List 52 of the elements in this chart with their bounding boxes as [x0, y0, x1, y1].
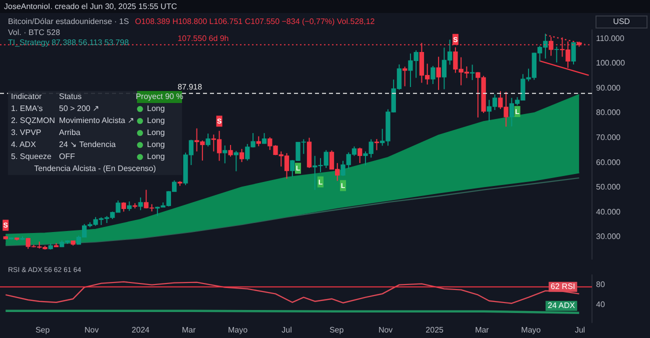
- ref-line-label: 107.550 6d 9h: [178, 34, 229, 43]
- x-tick-label: Mayo: [228, 325, 248, 334]
- annotation: Long: [147, 115, 165, 127]
- y-tick-label: 80.000: [596, 108, 622, 118]
- y-tick-label: 30.000: [596, 232, 622, 242]
- annotation: 24 ↘ Tendencia: [59, 139, 117, 151]
- annotation: TI_Strategy 87.388 56.113 53.798: [8, 38, 129, 47]
- annotation: 3. VPVP: [10, 127, 42, 139]
- annotation: 1. EMA's: [10, 103, 44, 115]
- x-tick-label: 2025: [426, 325, 444, 334]
- annotation: Long: [147, 139, 165, 151]
- chart-subtitle: O108.389 H108.800 L106.751 C107.550 −834 (−0,77%) Vol.528,12: [134, 17, 375, 26]
- x-tick-label: Mar: [182, 325, 196, 334]
- x-tick-label: Mayo: [521, 325, 542, 334]
- x-tick-label: 2024: [132, 325, 150, 334]
- y-tick-label: 100.000: [596, 58, 626, 68]
- annotation: 4. ADX: [10, 139, 37, 151]
- y-tick-label: 70.000: [596, 132, 622, 142]
- annotation: Proyect 90 %: [136, 91, 184, 103]
- chart-title: Bitcoin/Dólar estadounidense · 1S: [8, 17, 129, 26]
- x-tick-label: Nov: [378, 325, 393, 334]
- annotation: Long: [147, 151, 165, 163]
- annotation: Long: [147, 103, 165, 115]
- y-tick-label: 50.000: [596, 182, 622, 192]
- annotation: Indicator: [10, 91, 43, 103]
- text: 62 RSI: [550, 282, 576, 292]
- x-tick-label: Sep: [35, 325, 50, 334]
- y-tick-label: 40.000: [596, 207, 622, 216]
- ref-line-label: 87.918: [178, 82, 203, 92]
- y-tick-label: 80: [596, 280, 606, 290]
- annotation: Arriba: [59, 127, 82, 139]
- annotation: Long: [147, 127, 165, 139]
- y-axis-title: USD: [613, 17, 630, 26]
- annotation: Movimiento Alcista ↗: [59, 115, 136, 127]
- x-tick-label: Mar: [475, 325, 490, 334]
- annotation: Tendencia Alcista - (En Descenso): [33, 163, 157, 175]
- annotation: 2. SQZMON: [10, 115, 56, 127]
- annotation: 50 > 200 ↗: [59, 103, 101, 115]
- annotation: 5. Squeeze: [10, 151, 52, 163]
- x-tick-label: Sep: [329, 325, 344, 334]
- y-tick-label: 60.000: [596, 158, 622, 167]
- text: 24 ADX: [548, 301, 575, 310]
- text: JoseAntonioI. creado el Jun 30, 2025 15:55 UTC: [0, 0, 650, 13]
- y-tick-label: 110.000: [596, 34, 625, 43]
- x-tick-label: Nov: [84, 325, 99, 334]
- y-tick-label: 90.000: [596, 83, 622, 92]
- annotation: OFF: [59, 151, 76, 163]
- y-tick-label: 40: [596, 300, 606, 310]
- x-tick-label: Jul: [574, 325, 586, 334]
- annotation: Status: [59, 91, 83, 103]
- x-tick-label: Jul: [282, 325, 292, 334]
- annotation: Vol. · BTC 528: [8, 28, 60, 37]
